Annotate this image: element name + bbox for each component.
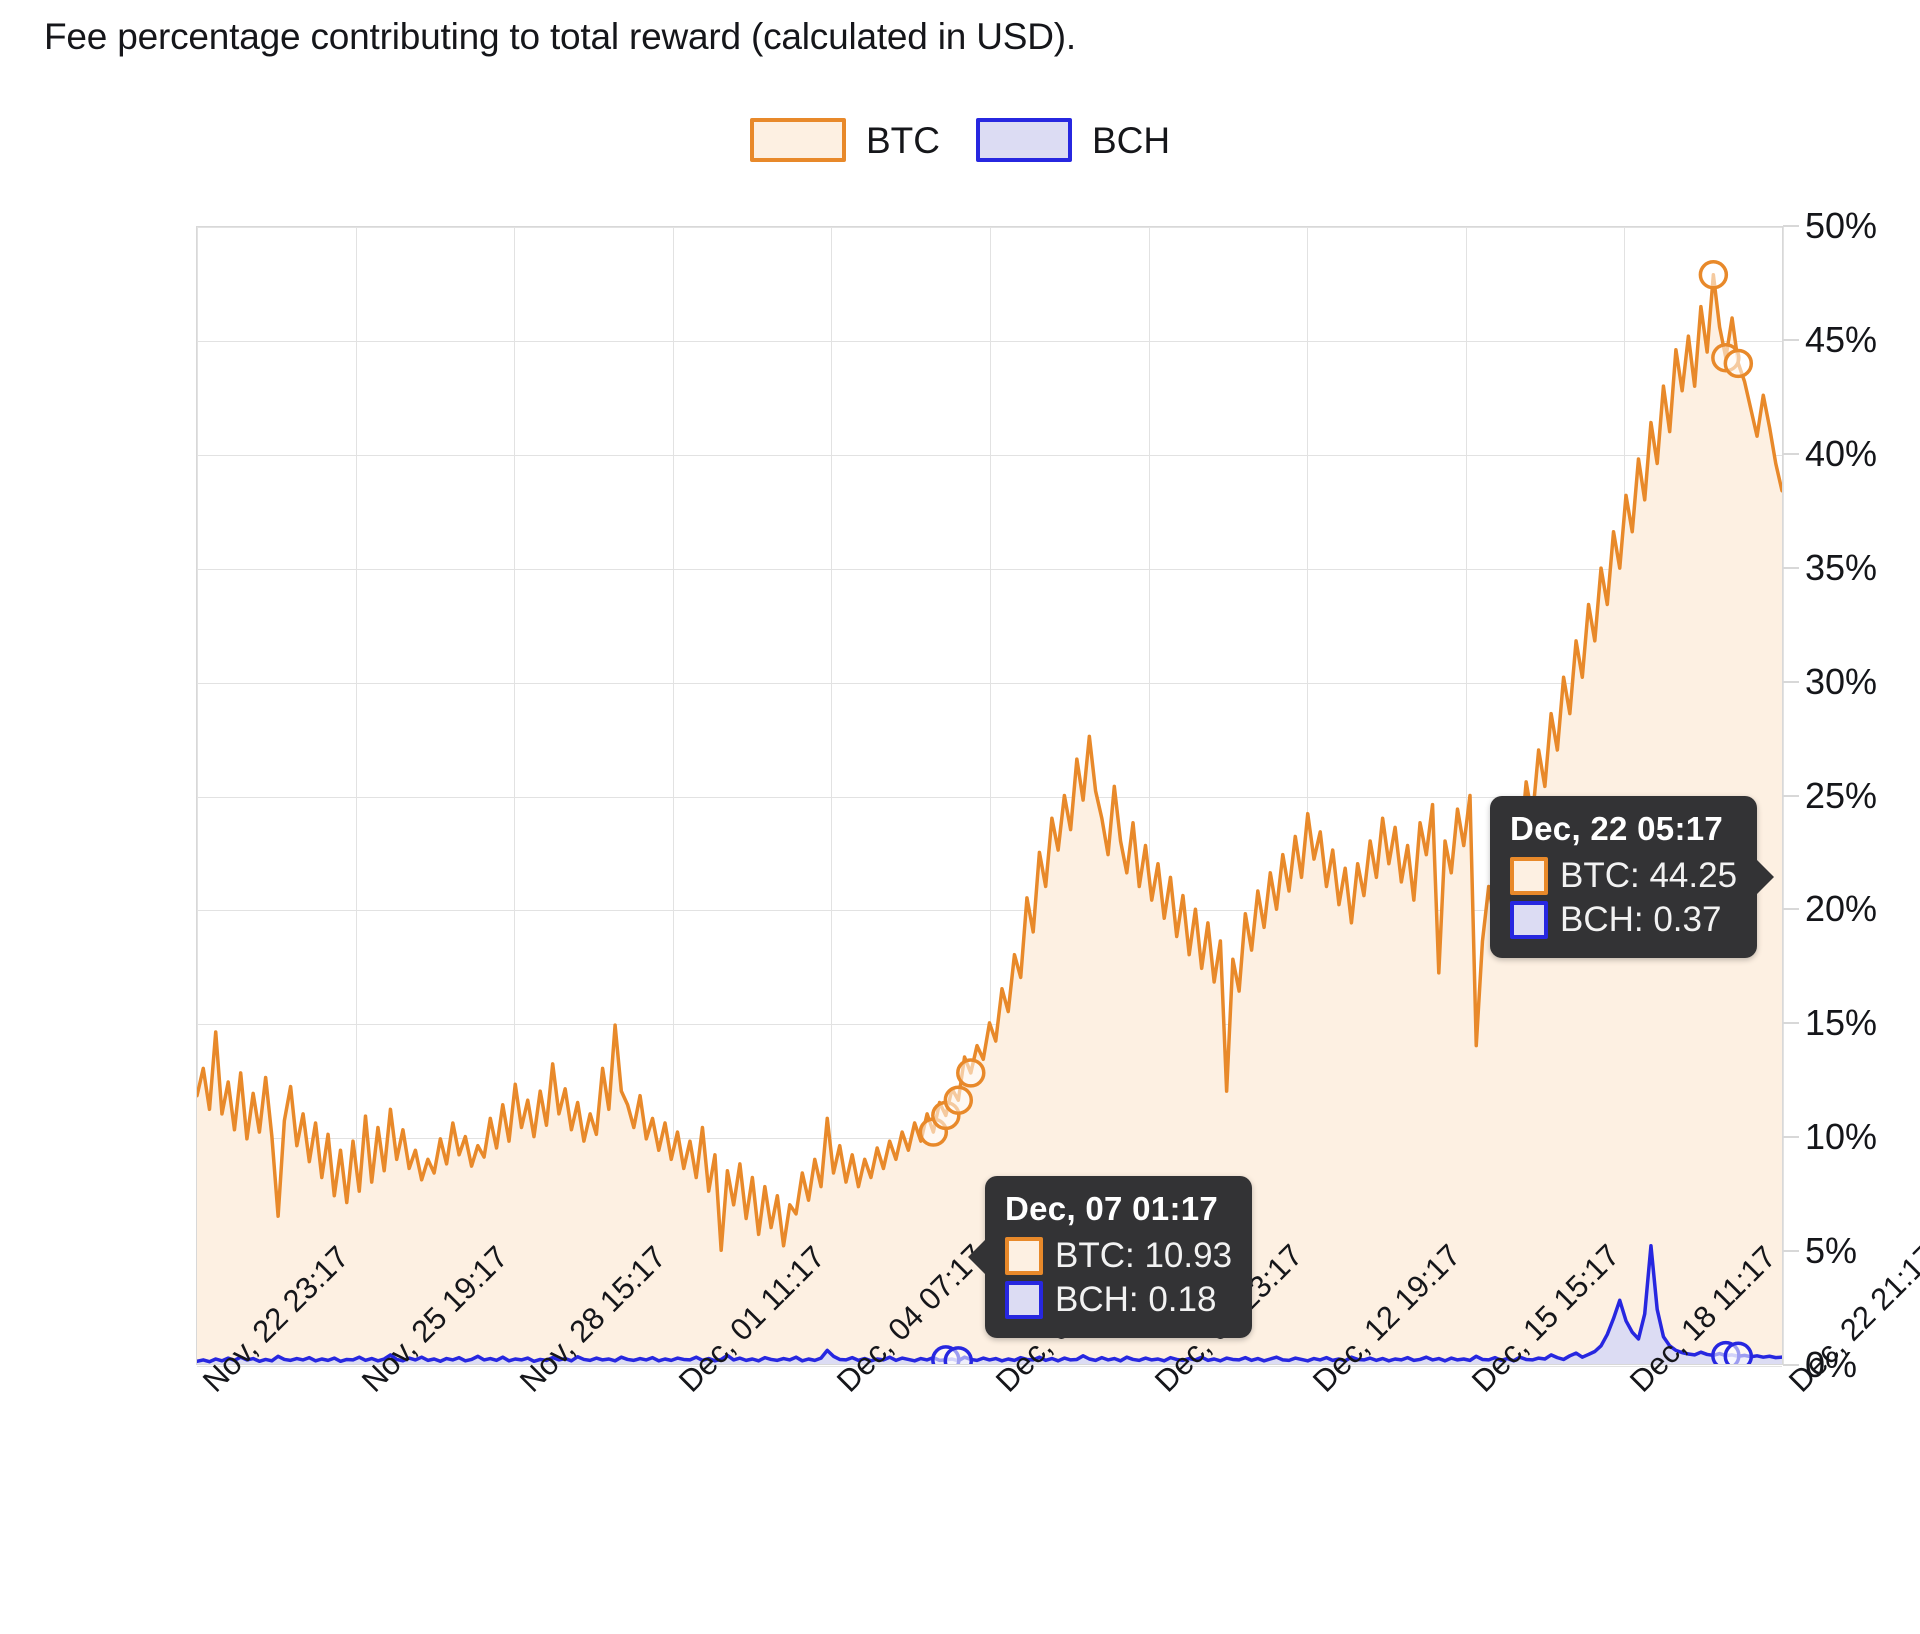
gridline-horizontal: [197, 568, 1782, 570]
tooltip-value-bch: BCH: 0.18: [1055, 1279, 1217, 1319]
gridline-vertical: [1307, 227, 1308, 1364]
tooltip-arrow-icon: [1756, 858, 1775, 895]
tooltip-swatch-bch-icon: [1510, 900, 1548, 939]
series-area-btc: [197, 274, 1782, 1364]
y-axis-tick-label: 20%: [1805, 888, 1878, 930]
y-axis-tick-label: 40%: [1805, 432, 1878, 474]
tooltip-swatch-bch-icon: [1005, 1280, 1043, 1319]
gridline-vertical: [1466, 227, 1467, 1364]
x-axis-tick-label: Dec, 22 21:17: [1782, 1237, 1920, 1399]
y-axis-tick-label: 30%: [1805, 660, 1878, 702]
gridline-vertical: [356, 227, 357, 1364]
gridline-vertical: [673, 227, 674, 1364]
series-area-bch: [197, 1245, 1782, 1364]
x-axis-tick-label: Dec, 04 07:17: [830, 1238, 991, 1399]
gridline-horizontal: [197, 682, 1782, 684]
tooltip-row-btc: BTC: 10.93: [1005, 1234, 1232, 1278]
y-axis-tick-label: 15%: [1805, 1002, 1878, 1044]
y-axis-tick-label: 25%: [1805, 774, 1878, 816]
y-axis-tick-label: 35%: [1805, 546, 1878, 588]
gridline-horizontal: [197, 796, 1782, 798]
x-axis-tick-label: Dec, 07 03:17: [989, 1238, 1150, 1399]
y-axis-tick-label: 0%: [1805, 1344, 1858, 1385]
legend-swatch-bch-icon: [975, 118, 1072, 162]
tooltip-row-btc: BTC: 44.25: [1510, 854, 1737, 898]
y-axis-tick-mark: [1783, 566, 1799, 569]
data-point-marker[interactable]: [945, 1087, 971, 1113]
y-axis-tick-label: 10%: [1805, 1116, 1878, 1158]
page-title: Fee percentage contributing to total rew…: [44, 16, 1076, 57]
gridline-vertical: [1149, 227, 1150, 1364]
y-axis-tick-label: 45%: [1805, 318, 1878, 360]
series-line-bch: [197, 1246, 1782, 1362]
gridline-horizontal: [197, 454, 1782, 456]
tooltip-value-btc: BTC: 44.25: [1560, 856, 1738, 895]
y-axis-tick-mark: [1783, 794, 1799, 797]
y-axis-tick-mark: [1783, 1250, 1799, 1253]
legend-label-bch: BCH: [1091, 119, 1171, 161]
legend-item-btc[interactable]: BTC: [749, 118, 940, 162]
tooltip-row-bch: BCH: 0.37: [1510, 898, 1737, 942]
gridline-horizontal: [197, 910, 1782, 912]
chart-legend: BTC BCH: [0, 118, 1920, 162]
tooltip-title: Dec, 22 05:17: [1510, 810, 1724, 847]
y-axis: 0% 5% 10% 15% 20% 25% 30% 35% 40% 45% 50%: [1783, 205, 1920, 1385]
tooltip-row-bch: BCH: 0.18: [1005, 1278, 1232, 1322]
tooltip-swatch-btc-icon: [1510, 856, 1548, 895]
tooltip-value-bch: BCH: 0.37: [1560, 899, 1722, 939]
tooltip-swatch-btc-icon: [1005, 1236, 1043, 1275]
gridline-horizontal: [197, 340, 1782, 342]
y-axis-tick-mark: [1783, 908, 1799, 911]
gridline-vertical: [514, 227, 515, 1364]
gridline-vertical: [197, 227, 198, 1364]
tooltip-dec-07: Dec, 07 01:17 BTC: 10.93 BCH: 0.18: [968, 1176, 1253, 1338]
data-point-marker[interactable]: [945, 1348, 971, 1364]
legend-item-bch[interactable]: BCH: [975, 118, 1171, 162]
chart-plot-area[interactable]: [196, 226, 1784, 1367]
gridline-horizontal: [197, 227, 1782, 228]
data-point-marker[interactable]: [1725, 350, 1751, 376]
legend-label-btc: BTC: [865, 119, 940, 161]
y-axis-tick-mark: [1783, 452, 1799, 455]
x-axis-tick-label: Dec, 12 19:17: [1306, 1238, 1467, 1399]
y-axis-tick-mark: [1783, 1364, 1799, 1366]
data-point-marker[interactable]: [1725, 1343, 1751, 1364]
x-axis-tick-label: Dec, 09 23:17: [1148, 1238, 1309, 1399]
x-axis-tick-label: Dec, 01 11:17: [672, 1239, 832, 1399]
tooltip-arrow-icon: [968, 1238, 986, 1275]
x-axis: Nov, 22 23:17Nov, 25 19:17Nov, 28 15:17D…: [196, 1238, 1920, 1626]
y-axis-tick-label: 50%: [1805, 205, 1878, 246]
gridline-vertical: [990, 227, 991, 1364]
tooltip-title: Dec, 07 01:17: [1005, 1190, 1219, 1227]
y-axis-tick-mark: [1783, 1022, 1799, 1025]
y-axis-tick-mark: [1783, 1136, 1799, 1139]
y-axis-tick-label: 5%: [1805, 1230, 1858, 1272]
x-axis-tick-label: Nov, 28 15:17: [513, 1239, 673, 1399]
y-axis-tick-mark: [1783, 680, 1799, 683]
y-axis-tick-mark: [1783, 338, 1799, 341]
x-axis-tick-label: Dec, 15 15:17: [1465, 1238, 1626, 1399]
gridline-vertical: [831, 227, 832, 1364]
x-axis-tick-label: Nov, 22 23:17: [196, 1239, 356, 1399]
data-point-marker[interactable]: [958, 1060, 984, 1086]
data-point-marker[interactable]: [1700, 262, 1726, 288]
x-axis-tick-label: Nov, 25 19:17: [355, 1239, 515, 1399]
x-axis-tick-label: Dec, 18 11:17: [1623, 1239, 1783, 1399]
legend-swatch-btc-icon: [749, 118, 846, 162]
y-axis-tick-mark: [1783, 225, 1799, 227]
gridline-horizontal: [197, 1366, 1782, 1367]
tooltip-value-btc: BTC: 10.93: [1055, 1236, 1233, 1275]
tooltip-dec-22: Dec, 22 05:17 BTC: 44.25 BCH: 0.37: [1490, 796, 1775, 958]
